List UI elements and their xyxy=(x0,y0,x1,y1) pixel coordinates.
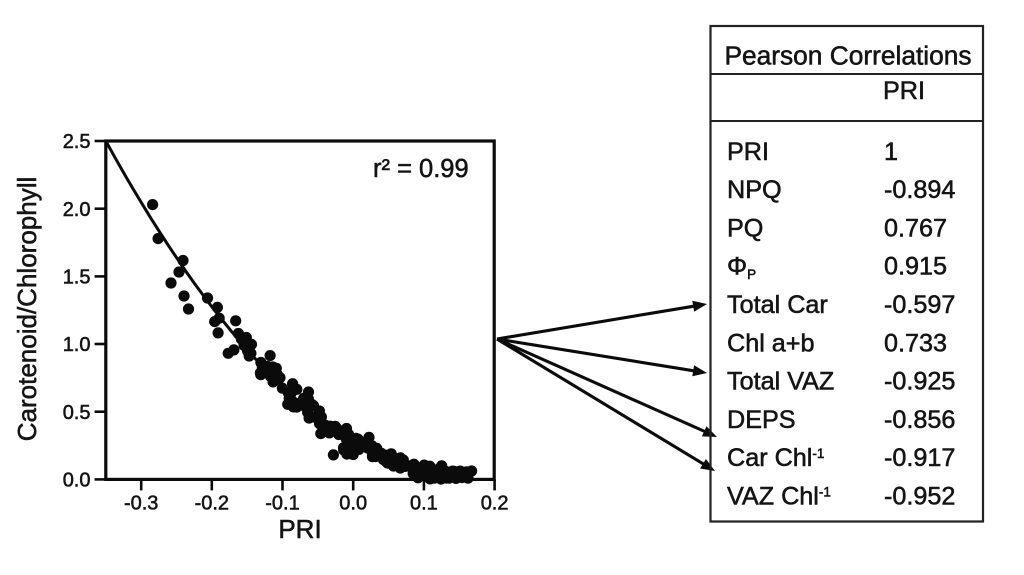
svg-text:PRI: PRI xyxy=(727,138,769,166)
svg-text:-0.917: -0.917 xyxy=(884,444,955,472)
svg-text:Pearson Correlations: Pearson Correlations xyxy=(724,41,971,71)
svg-text:-0.856: -0.856 xyxy=(884,406,955,434)
svg-text:-0.952: -0.952 xyxy=(884,483,955,511)
svg-text:0.0: 0.0 xyxy=(339,493,367,515)
svg-text:0.5: 0.5 xyxy=(63,402,91,424)
svg-text:Carotenoid/Chlorophyll: Carotenoid/Chlorophyll xyxy=(12,177,42,441)
svg-text:-0.1: -0.1 xyxy=(265,493,299,515)
svg-text:-0.3: -0.3 xyxy=(124,493,158,515)
svg-text:1.0: 1.0 xyxy=(63,334,91,356)
svg-text:r² = 0.99: r² = 0.99 xyxy=(373,155,469,183)
svg-text:0.767: 0.767 xyxy=(884,214,947,242)
svg-text:2.5: 2.5 xyxy=(63,131,91,153)
svg-text:DEPS: DEPS xyxy=(727,406,796,434)
svg-text:0.1: 0.1 xyxy=(410,493,438,515)
svg-text:0.0: 0.0 xyxy=(63,470,91,492)
svg-text:-0.925: -0.925 xyxy=(884,368,955,396)
svg-text:1: 1 xyxy=(884,138,898,166)
svg-text:Total VAZ: Total VAZ xyxy=(727,368,834,396)
svg-text:-0.894: -0.894 xyxy=(884,176,955,204)
svg-text:VAZ Chl-1: VAZ Chl-1 xyxy=(727,483,831,511)
svg-text:PRI: PRI xyxy=(883,77,925,105)
svg-text:ΦP: ΦP xyxy=(727,253,756,283)
svg-text:0.915: 0.915 xyxy=(884,253,947,281)
svg-text:PQ: PQ xyxy=(727,214,763,242)
svg-text:-0.2: -0.2 xyxy=(195,493,229,515)
svg-text:Total Car: Total Car xyxy=(727,291,828,319)
svg-text:0.2: 0.2 xyxy=(481,493,509,515)
svg-text:NPQ: NPQ xyxy=(727,176,782,204)
svg-text:2.0: 2.0 xyxy=(63,199,91,221)
svg-text:1.5: 1.5 xyxy=(63,267,91,289)
svg-text:PRI: PRI xyxy=(278,514,321,544)
svg-text:-0.597: -0.597 xyxy=(884,291,955,319)
svg-text:Car Chl-1: Car Chl-1 xyxy=(727,444,824,472)
svg-text:0.733: 0.733 xyxy=(884,329,947,357)
svg-text:Chl a+b: Chl a+b xyxy=(727,329,815,357)
